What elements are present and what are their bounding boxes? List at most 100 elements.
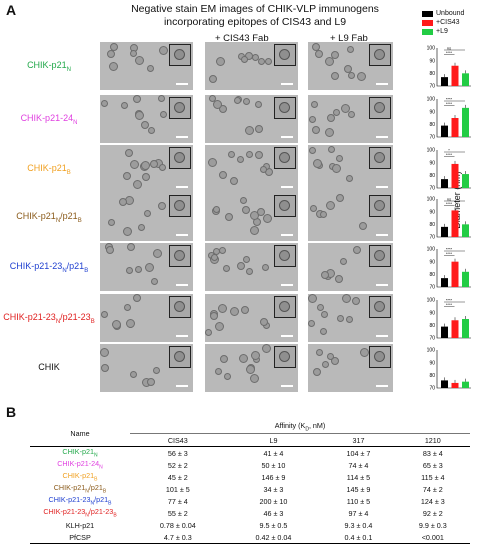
em-image-row2-cis43: [205, 95, 298, 143]
y-tick-label: 80: [429, 122, 435, 128]
zoom-inset: [274, 296, 296, 318]
zoom-inset: [169, 245, 191, 267]
bar-l9: [462, 271, 469, 287]
y-tick-label: 90: [429, 209, 435, 215]
em-image-row6-cis43: [205, 294, 298, 342]
vlp-particle: [328, 146, 335, 153]
y-tick-label: 100: [427, 97, 436, 103]
table-cell: 77 ± 4: [167, 496, 188, 506]
scale-bar: [376, 284, 388, 286]
vlp-particle: [340, 258, 347, 265]
zoom-inset: [274, 346, 296, 368]
bar-l9: [462, 107, 469, 137]
y-tick-label: 80: [429, 222, 435, 228]
vlp-particle: [133, 180, 142, 189]
table-row-name: CHIK-p21-23N/p21B: [48, 495, 112, 507]
vlp-particle: [316, 349, 323, 356]
scale-bar: [176, 284, 188, 286]
vlp-particle: [225, 213, 233, 221]
zoom-inset: [369, 296, 391, 318]
em-image-row1-l9: [308, 42, 393, 90]
vlp-particle: [317, 304, 324, 311]
vlp-particle: [127, 243, 135, 251]
y-tick-label: 80: [429, 373, 435, 379]
table-column-header: CIS43: [130, 433, 226, 447]
vlp-particle: [211, 254, 218, 261]
scale-bar: [281, 385, 293, 387]
bar-l9: [462, 73, 469, 86]
vlp-particle: [148, 127, 155, 134]
vlp-particle: [123, 172, 131, 180]
bar-cis43: [451, 320, 459, 338]
em-image-row3-unbound: [100, 145, 193, 193]
y-tick-label: 80: [429, 71, 435, 77]
diameter-chart-4: 70 80 90 100 ns****: [427, 197, 471, 241]
significance-label: ns: [447, 197, 451, 202]
table-row-name: CHIK-p21N: [62, 447, 98, 459]
row-label-6: CHIK-p21-23N/p21-23B: [3, 312, 95, 325]
column-header-l9: + L9 Fab: [330, 33, 368, 44]
zoom-inset: [369, 147, 391, 169]
vlp-particle: [112, 320, 121, 329]
panel-a-label: A: [6, 2, 17, 18]
table-cell: 0.4 ± 0.1: [321, 531, 396, 544]
table-cell: <0.001: [395, 531, 470, 544]
vlp-particle: [209, 75, 217, 83]
bar-cis43: [451, 210, 459, 237]
zoom-inset: [169, 44, 191, 66]
zoom-inset: [169, 296, 191, 318]
legend-label-unbound: Unbound: [436, 10, 465, 17]
vlp-particle: [101, 100, 108, 107]
em-image-row2-unbound: [100, 95, 193, 143]
scale-bar: [281, 136, 293, 138]
legend-swatch-unbound: [422, 11, 433, 17]
table-row-name: KLH-p21: [65, 520, 95, 530]
vlp-particle: [144, 210, 151, 217]
significance-label: ns: [447, 46, 451, 51]
zoom-inset: [274, 245, 296, 267]
vlp-particle: [348, 111, 355, 118]
vlp-particle: [208, 158, 217, 167]
vlp-particle: [159, 46, 168, 55]
vlp-particle: [141, 161, 150, 170]
em-image-row1-cis43: [205, 42, 298, 90]
table-cell: 83 ± 4: [422, 448, 443, 458]
scale-bar: [281, 186, 293, 188]
vlp-particle: [150, 160, 158, 168]
table-cell: 50 ± 10: [261, 460, 286, 470]
vlp-particle: [313, 368, 321, 376]
chart-axis: [436, 350, 471, 389]
em-image-row3-l9: [308, 145, 393, 193]
vlp-particle: [228, 151, 235, 158]
y-tick-label: 70: [429, 285, 435, 291]
vlp-particle: [309, 116, 316, 123]
vlp-particle: [246, 365, 255, 374]
table-cell: 92 ± 2: [422, 508, 443, 518]
table-cell: 115 ± 4: [421, 472, 445, 482]
vlp-particle: [237, 262, 245, 270]
vlp-particle: [145, 263, 154, 272]
vlp-particle: [353, 246, 361, 254]
vlp-particle: [325, 128, 334, 137]
diameter-chart-2: 70 80 90 100 ********: [427, 97, 471, 141]
vlp-particle: [311, 101, 318, 108]
scale-bar: [176, 186, 188, 188]
chart-legend: Unbound +CIS43 +L9: [422, 10, 484, 38]
zoom-inset: [169, 97, 191, 119]
scale-bar: [281, 335, 293, 337]
vlp-particle: [262, 344, 271, 353]
vlp-particle: [357, 72, 366, 81]
table-cell: 124 ± 3: [420, 496, 445, 506]
vlp-particle: [346, 175, 353, 182]
vlp-particle: [126, 319, 135, 328]
vlp-particle: [237, 156, 244, 163]
row-label-5: CHIK-p21-23N/p21B: [9, 261, 89, 274]
vlp-particle: [124, 304, 131, 311]
em-image-row5-l9: [308, 243, 393, 291]
vlp-particle: [147, 378, 155, 386]
significance-label: ****: [446, 251, 453, 256]
vlp-particle: [313, 159, 322, 168]
vlp-particle: [205, 329, 212, 336]
bar-unbound: [441, 380, 448, 388]
table-cell: 55 ± 2: [167, 508, 188, 518]
